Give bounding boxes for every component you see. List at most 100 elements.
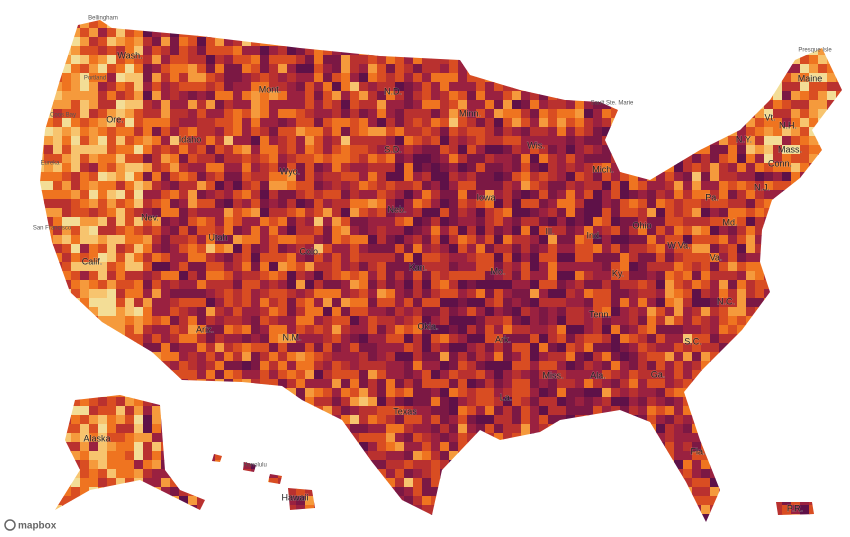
county-cell bbox=[296, 190, 306, 200]
county-cell bbox=[773, 181, 783, 191]
county-cell bbox=[404, 172, 414, 182]
county-cell bbox=[611, 190, 621, 200]
county-cell bbox=[440, 172, 450, 182]
county-cell bbox=[566, 109, 576, 119]
county-cell bbox=[467, 217, 477, 227]
county-cell bbox=[638, 118, 648, 128]
county-cell bbox=[782, 136, 792, 146]
county-cell bbox=[665, 361, 675, 371]
county-cell bbox=[791, 370, 801, 380]
county-cell bbox=[40, 343, 45, 353]
county-cell bbox=[809, 217, 819, 227]
county-cell bbox=[764, 388, 774, 398]
county-cell bbox=[278, 235, 288, 245]
county-cell bbox=[98, 136, 108, 146]
county-cell bbox=[566, 334, 576, 344]
county-cell bbox=[449, 451, 459, 461]
county-cell bbox=[287, 406, 297, 416]
county-cell bbox=[467, 91, 477, 101]
county-cell bbox=[431, 370, 441, 380]
county-cell bbox=[566, 289, 576, 299]
county-cell bbox=[152, 442, 162, 452]
county-cell bbox=[314, 343, 324, 353]
county-cell bbox=[161, 469, 171, 479]
county-cell bbox=[782, 163, 792, 173]
county-cell bbox=[440, 280, 450, 290]
county-cell bbox=[476, 55, 486, 65]
county-cell bbox=[467, 343, 477, 353]
county-cell bbox=[206, 496, 216, 506]
county-cell bbox=[368, 316, 378, 326]
county-cell bbox=[224, 172, 234, 182]
county-cell bbox=[179, 37, 189, 47]
county-cell bbox=[323, 127, 333, 137]
county-cell bbox=[809, 91, 819, 101]
county-cell bbox=[440, 343, 450, 353]
county-cell bbox=[377, 487, 387, 497]
county-cell bbox=[62, 127, 72, 137]
county-cell bbox=[206, 460, 216, 470]
county-cell bbox=[755, 163, 765, 173]
county-cell bbox=[683, 181, 693, 191]
county-cell bbox=[836, 289, 842, 299]
county-cell bbox=[530, 190, 540, 200]
county-cell bbox=[485, 424, 495, 434]
county-cell bbox=[584, 73, 594, 83]
county-cell bbox=[44, 361, 54, 371]
county-cell bbox=[188, 109, 198, 119]
county-cell bbox=[107, 46, 117, 56]
county-cell bbox=[206, 127, 216, 137]
county-cell bbox=[746, 37, 756, 47]
county-cell bbox=[566, 388, 576, 398]
county-cell bbox=[575, 73, 585, 83]
county-cell bbox=[611, 316, 621, 326]
county-cell bbox=[728, 271, 738, 281]
county-cell bbox=[161, 289, 171, 299]
county-cell bbox=[620, 442, 630, 452]
county-cell bbox=[629, 208, 639, 218]
county-cell bbox=[845, 352, 850, 362]
county-cell bbox=[584, 181, 594, 191]
county-cell bbox=[188, 172, 198, 182]
county-cell bbox=[350, 415, 360, 425]
county-cell bbox=[260, 478, 270, 488]
county-cell bbox=[656, 190, 666, 200]
county-cell bbox=[449, 217, 459, 227]
county-cell bbox=[728, 397, 738, 407]
county-cell bbox=[602, 55, 612, 65]
county-cell bbox=[746, 442, 756, 452]
county-cell bbox=[710, 217, 720, 227]
county-cell bbox=[818, 262, 828, 272]
county-cell bbox=[125, 478, 135, 488]
county-cell bbox=[170, 397, 180, 407]
county-cell bbox=[431, 343, 441, 353]
county-cell bbox=[53, 73, 63, 83]
county-cell bbox=[188, 298, 198, 308]
county-cell bbox=[296, 64, 306, 74]
county-cell bbox=[359, 73, 369, 83]
county-cell bbox=[44, 244, 54, 254]
county-cell bbox=[89, 244, 99, 254]
county-cell bbox=[107, 64, 117, 74]
county-cell bbox=[494, 442, 504, 452]
county-cell bbox=[323, 487, 333, 497]
county-cell bbox=[521, 496, 531, 506]
county-cell bbox=[314, 73, 324, 83]
county-cell bbox=[278, 451, 288, 461]
county-cell bbox=[764, 226, 774, 236]
county-cell bbox=[134, 298, 144, 308]
county-cell bbox=[80, 370, 90, 380]
county-cell bbox=[260, 397, 270, 407]
county-cell bbox=[188, 352, 198, 362]
county-cell bbox=[413, 487, 423, 497]
county-cell bbox=[305, 73, 315, 83]
county-cell bbox=[656, 451, 666, 461]
county-cell bbox=[40, 190, 45, 200]
county-cell bbox=[530, 496, 540, 506]
county-cell bbox=[620, 343, 630, 353]
county-cell bbox=[206, 397, 216, 407]
county-cell bbox=[494, 424, 504, 434]
county-cell bbox=[782, 100, 792, 110]
county-cell bbox=[665, 460, 675, 470]
county-cell bbox=[215, 415, 225, 425]
